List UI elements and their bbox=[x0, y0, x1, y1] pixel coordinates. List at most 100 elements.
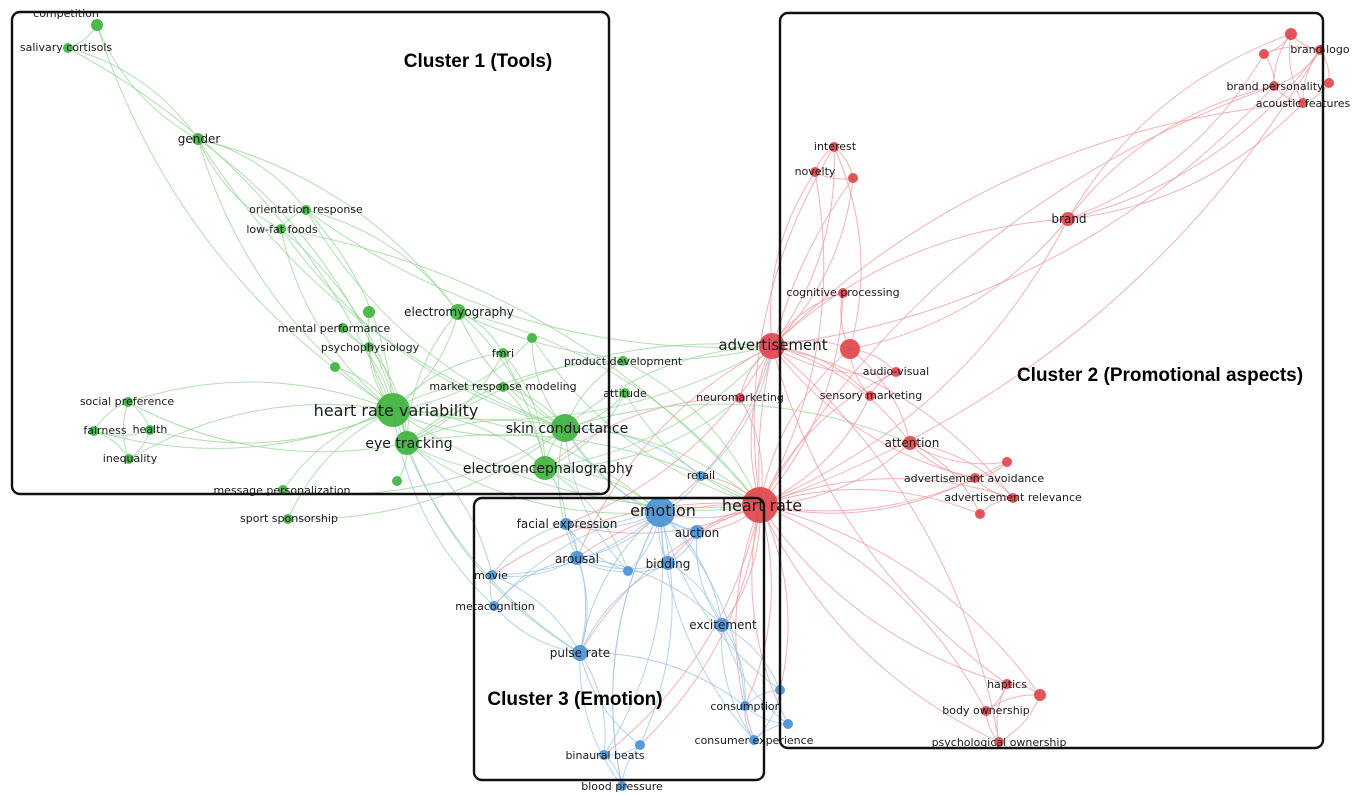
node-x-c1-a[interactable] bbox=[363, 306, 375, 318]
link-advertisement-arousal bbox=[576, 345, 773, 559]
node-interest[interactable] bbox=[829, 142, 839, 152]
node-cognitive-processing[interactable] bbox=[838, 288, 848, 298]
link-health-heart-rate-variability bbox=[149, 409, 394, 444]
link-x-c2-d-heart-rate bbox=[759, 348, 851, 506]
node-advertisement-avoidance[interactable] bbox=[970, 473, 980, 483]
node-x-c3-d[interactable] bbox=[635, 740, 645, 750]
node-novelty[interactable] bbox=[810, 167, 820, 177]
node-gender[interactable] bbox=[192, 133, 204, 145]
node-psychological-ownership[interactable] bbox=[994, 737, 1004, 747]
node-fmri[interactable] bbox=[498, 348, 508, 358]
link-advertisement-facial-expression bbox=[565, 345, 773, 525]
node-neuromarketing[interactable] bbox=[735, 393, 745, 403]
label-consumption: consumption bbox=[710, 700, 781, 713]
node-audio-visual[interactable] bbox=[891, 367, 901, 377]
node-fairness[interactable] bbox=[89, 426, 99, 436]
node-electromyography[interactable] bbox=[450, 304, 466, 320]
link-low-fat-foods-heart-rate bbox=[280, 228, 761, 506]
link-psychological-ownership-heart-rate bbox=[759, 504, 1000, 743]
node-sport-sponsorship[interactable] bbox=[283, 514, 293, 524]
node-market-response-modeling[interactable] bbox=[498, 382, 508, 392]
node-x-c2-f[interactable] bbox=[1002, 457, 1012, 467]
node-body-ownership[interactable] bbox=[981, 706, 991, 716]
cluster-frames: Cluster 1 (Tools) Cluster 2 (Promotional… bbox=[10, 10, 1325, 782]
node-x-c1-c[interactable] bbox=[527, 333, 537, 343]
link-interest-heart-rate bbox=[753, 146, 835, 506]
node-x-c2-h[interactable] bbox=[1034, 689, 1046, 701]
node-low-fat-foods[interactable] bbox=[276, 224, 286, 234]
link-movie-pulse-rate bbox=[491, 574, 581, 654]
node-product-development[interactable] bbox=[618, 356, 628, 366]
node-eye-tracking[interactable] bbox=[395, 431, 419, 455]
node-attitude[interactable] bbox=[620, 388, 630, 398]
node-x-c2-c[interactable] bbox=[1324, 78, 1334, 88]
node-psychophysiology[interactable] bbox=[364, 342, 374, 352]
node-x-c1-d[interactable] bbox=[392, 476, 402, 486]
link-brand-advertisement bbox=[771, 218, 1069, 347]
node-electroencephalography[interactable] bbox=[533, 456, 557, 480]
link-psychological-ownership-advertisement bbox=[771, 345, 1000, 743]
node-health[interactable] bbox=[145, 425, 155, 435]
node-excitement[interactable] bbox=[715, 618, 729, 632]
node-bidding[interactable] bbox=[661, 556, 675, 570]
label-neuromarketing: neuromarketing bbox=[696, 391, 784, 404]
node-heart-rate[interactable] bbox=[742, 487, 778, 523]
node-x-c2-a[interactable] bbox=[1285, 28, 1297, 40]
node-haptics[interactable] bbox=[1002, 679, 1012, 689]
node-x-c3-c[interactable] bbox=[783, 719, 793, 729]
node-social-preference[interactable] bbox=[123, 397, 133, 407]
node-metacognition[interactable] bbox=[489, 601, 499, 611]
node-x-c2-b[interactable] bbox=[1259, 49, 1269, 59]
node-skin-conductance[interactable] bbox=[551, 414, 579, 442]
cluster-3-frame bbox=[472, 496, 766, 782]
link-x-c2-d-attention bbox=[849, 348, 911, 444]
link-product-development-heart-rate bbox=[622, 360, 761, 506]
link-product-development-eye-tracking bbox=[406, 360, 624, 444]
node-salivary-cortisols[interactable] bbox=[63, 43, 73, 53]
node-message-personalization[interactable] bbox=[278, 485, 288, 495]
label-metacognition: metacognition bbox=[455, 600, 534, 613]
node-x-c3-a[interactable] bbox=[623, 566, 633, 576]
label-facial-expression: facial expression bbox=[517, 517, 618, 531]
link-excitement-consumer-experience bbox=[721, 624, 755, 741]
node-x-c2-g[interactable] bbox=[975, 509, 985, 519]
link-haptics-advertisement bbox=[771, 345, 1008, 685]
node-blood-pressure[interactable] bbox=[617, 781, 627, 791]
node-orientation-response[interactable] bbox=[301, 205, 311, 215]
node-arousal[interactable] bbox=[570, 551, 584, 565]
node-x-c2-e[interactable] bbox=[848, 173, 858, 183]
link-haptics-heart-rate bbox=[759, 504, 1008, 685]
node-consumer-experience[interactable] bbox=[749, 735, 759, 745]
label-sport-sponsorship: sport sponsorship bbox=[240, 512, 338, 525]
link-heart-rate-variability-heart-rate bbox=[392, 409, 761, 509]
label-fmri: fmri bbox=[492, 347, 514, 360]
node-pulse-rate[interactable] bbox=[572, 645, 588, 661]
node-advertisement-relevance[interactable] bbox=[1008, 493, 1018, 503]
node-sensory-marketing[interactable] bbox=[865, 391, 875, 401]
node-x-c1-b[interactable] bbox=[330, 362, 340, 372]
node-advertisement[interactable] bbox=[759, 333, 785, 359]
link-neuromarketing-electroencephalography bbox=[544, 397, 741, 469]
node-competition[interactable] bbox=[91, 19, 103, 31]
link-x-c3-a-skin-conductance bbox=[564, 427, 629, 572]
node-consumption[interactable] bbox=[740, 701, 750, 711]
node-movie[interactable] bbox=[487, 570, 497, 580]
link-gender-heart-rate-variability bbox=[197, 138, 394, 411]
link-electromyography-eye-tracking bbox=[406, 311, 459, 444]
node-inequality[interactable] bbox=[124, 454, 134, 464]
node-heart-rate-variability[interactable] bbox=[376, 393, 410, 427]
node-binaural-beats[interactable] bbox=[599, 750, 609, 760]
node-x-c2-d[interactable] bbox=[840, 339, 860, 359]
node-brand-personality[interactable] bbox=[1269, 81, 1279, 91]
link-heart-rate-pulse-rate bbox=[579, 504, 761, 654]
node-acoustic-features[interactable] bbox=[1298, 98, 1308, 108]
node-retail[interactable] bbox=[696, 471, 706, 481]
node-auction[interactable] bbox=[690, 525, 704, 539]
node-brand[interactable] bbox=[1061, 212, 1075, 226]
link-fmri-eye-tracking bbox=[406, 352, 504, 444]
node-attention[interactable] bbox=[903, 436, 917, 450]
node-emotion[interactable] bbox=[645, 497, 675, 527]
node-facial-expression[interactable] bbox=[560, 518, 572, 530]
link-heart-rate-brand-personality bbox=[759, 85, 1275, 506]
node-mental-performance[interactable] bbox=[338, 323, 348, 333]
